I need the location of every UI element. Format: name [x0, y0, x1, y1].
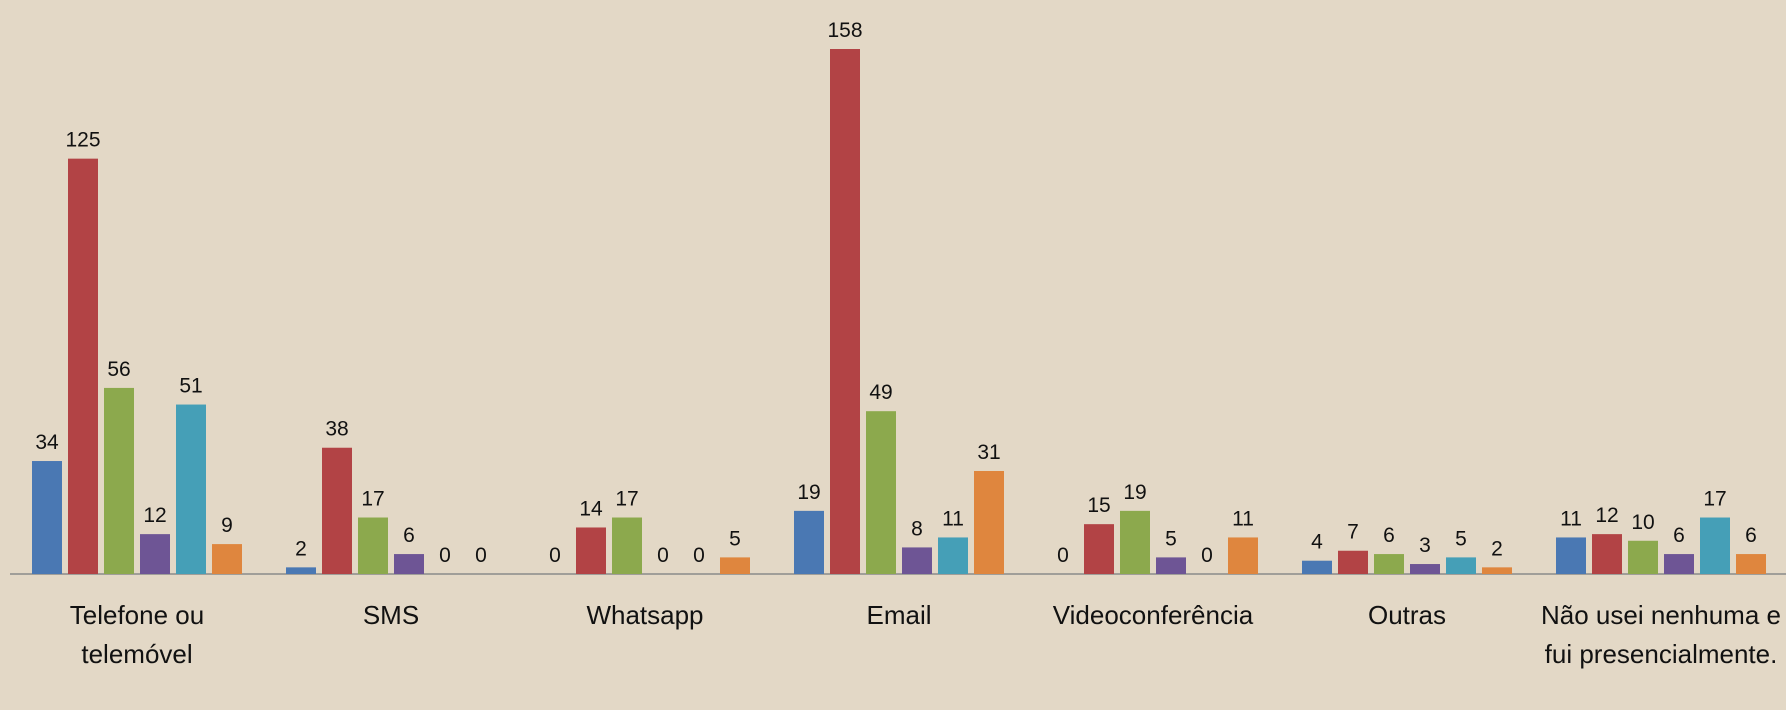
- bar: [902, 547, 932, 574]
- data-label: 6: [1673, 524, 1685, 547]
- data-label: 17: [1703, 488, 1726, 511]
- x-tick-label: Não usei nenhuma e fui presencialmente.: [1541, 600, 1781, 669]
- bar: [1156, 557, 1186, 574]
- data-label: 34: [35, 431, 59, 454]
- data-label: 11: [1560, 507, 1582, 530]
- x-tick-label: Telefone ou telemóvel: [69, 600, 205, 669]
- data-label: 3: [1419, 534, 1431, 557]
- data-label: 0: [475, 544, 487, 567]
- data-label: 15: [1087, 494, 1110, 517]
- bar: [1700, 517, 1730, 574]
- x-tick-label: Videoconferência: [1052, 600, 1254, 630]
- x-tick-label: Whatsapp: [586, 600, 704, 630]
- data-label: 0: [693, 544, 705, 567]
- bar: [1736, 554, 1766, 574]
- data-label: 0: [657, 544, 669, 567]
- bar: [1084, 524, 1114, 574]
- bar: [612, 517, 642, 574]
- bar: [1482, 567, 1512, 574]
- bar: [1374, 554, 1404, 574]
- data-label: 38: [325, 418, 348, 441]
- data-label: 4: [1311, 531, 1323, 554]
- data-label: 5: [1455, 527, 1467, 550]
- data-label: 17: [361, 488, 384, 511]
- bar: [32, 461, 62, 574]
- bar: [140, 534, 170, 574]
- data-label: 8: [911, 517, 923, 540]
- bar: [1410, 564, 1440, 574]
- data-label: 5: [729, 527, 741, 550]
- data-label: 6: [1383, 524, 1395, 547]
- data-label: 51: [179, 375, 202, 398]
- bar: [104, 387, 134, 574]
- data-label: 12: [143, 504, 166, 527]
- bar: [938, 537, 968, 574]
- data-label: 56: [107, 358, 130, 381]
- data-label: 0: [1057, 544, 1069, 567]
- data-label: 19: [1123, 481, 1146, 504]
- data-label: 2: [295, 537, 307, 560]
- data-label: 12: [1595, 504, 1618, 527]
- bar: [866, 411, 896, 574]
- data-label: 0: [439, 544, 451, 567]
- bar: [1120, 510, 1150, 574]
- bar: [1446, 557, 1476, 574]
- bar: [1302, 560, 1332, 574]
- bar: [974, 470, 1004, 574]
- bar: [720, 557, 750, 574]
- bar: [286, 567, 316, 574]
- data-label: 49: [869, 381, 892, 404]
- x-tick-label: SMS: [362, 600, 420, 630]
- bar: [1338, 550, 1368, 574]
- bar: [576, 527, 606, 574]
- data-label: 31: [977, 441, 1000, 464]
- data-label: 2: [1491, 537, 1503, 560]
- x-tick-label: Email: [866, 600, 932, 630]
- data-label: 5: [1165, 527, 1177, 550]
- bar: [394, 554, 424, 574]
- data-label: 158: [827, 19, 862, 42]
- bar: [176, 404, 206, 574]
- bar: [794, 510, 824, 574]
- data-label: 125: [65, 129, 100, 152]
- bar: [1628, 540, 1658, 574]
- bar: [68, 158, 98, 574]
- bar: [1556, 537, 1586, 574]
- bar: [212, 544, 242, 574]
- bar: [1664, 554, 1694, 574]
- data-label: 7: [1347, 521, 1359, 544]
- data-label: 9: [221, 514, 233, 537]
- data-label: 10: [1631, 511, 1654, 534]
- data-label: 17: [615, 488, 638, 511]
- data-label: 11: [942, 507, 964, 530]
- data-label: 0: [1201, 544, 1213, 567]
- bar: [1592, 534, 1622, 574]
- data-label: 19: [797, 481, 820, 504]
- data-label: 11: [1232, 507, 1254, 530]
- data-label: 14: [579, 497, 603, 520]
- bar: [358, 517, 388, 574]
- bar: [322, 447, 352, 574]
- data-label: 6: [403, 524, 415, 547]
- data-label: 6: [1745, 524, 1757, 547]
- data-label: 0: [549, 544, 561, 567]
- bar: [1228, 537, 1258, 574]
- x-tick-label: Outras: [1367, 600, 1447, 630]
- bar: [830, 49, 860, 574]
